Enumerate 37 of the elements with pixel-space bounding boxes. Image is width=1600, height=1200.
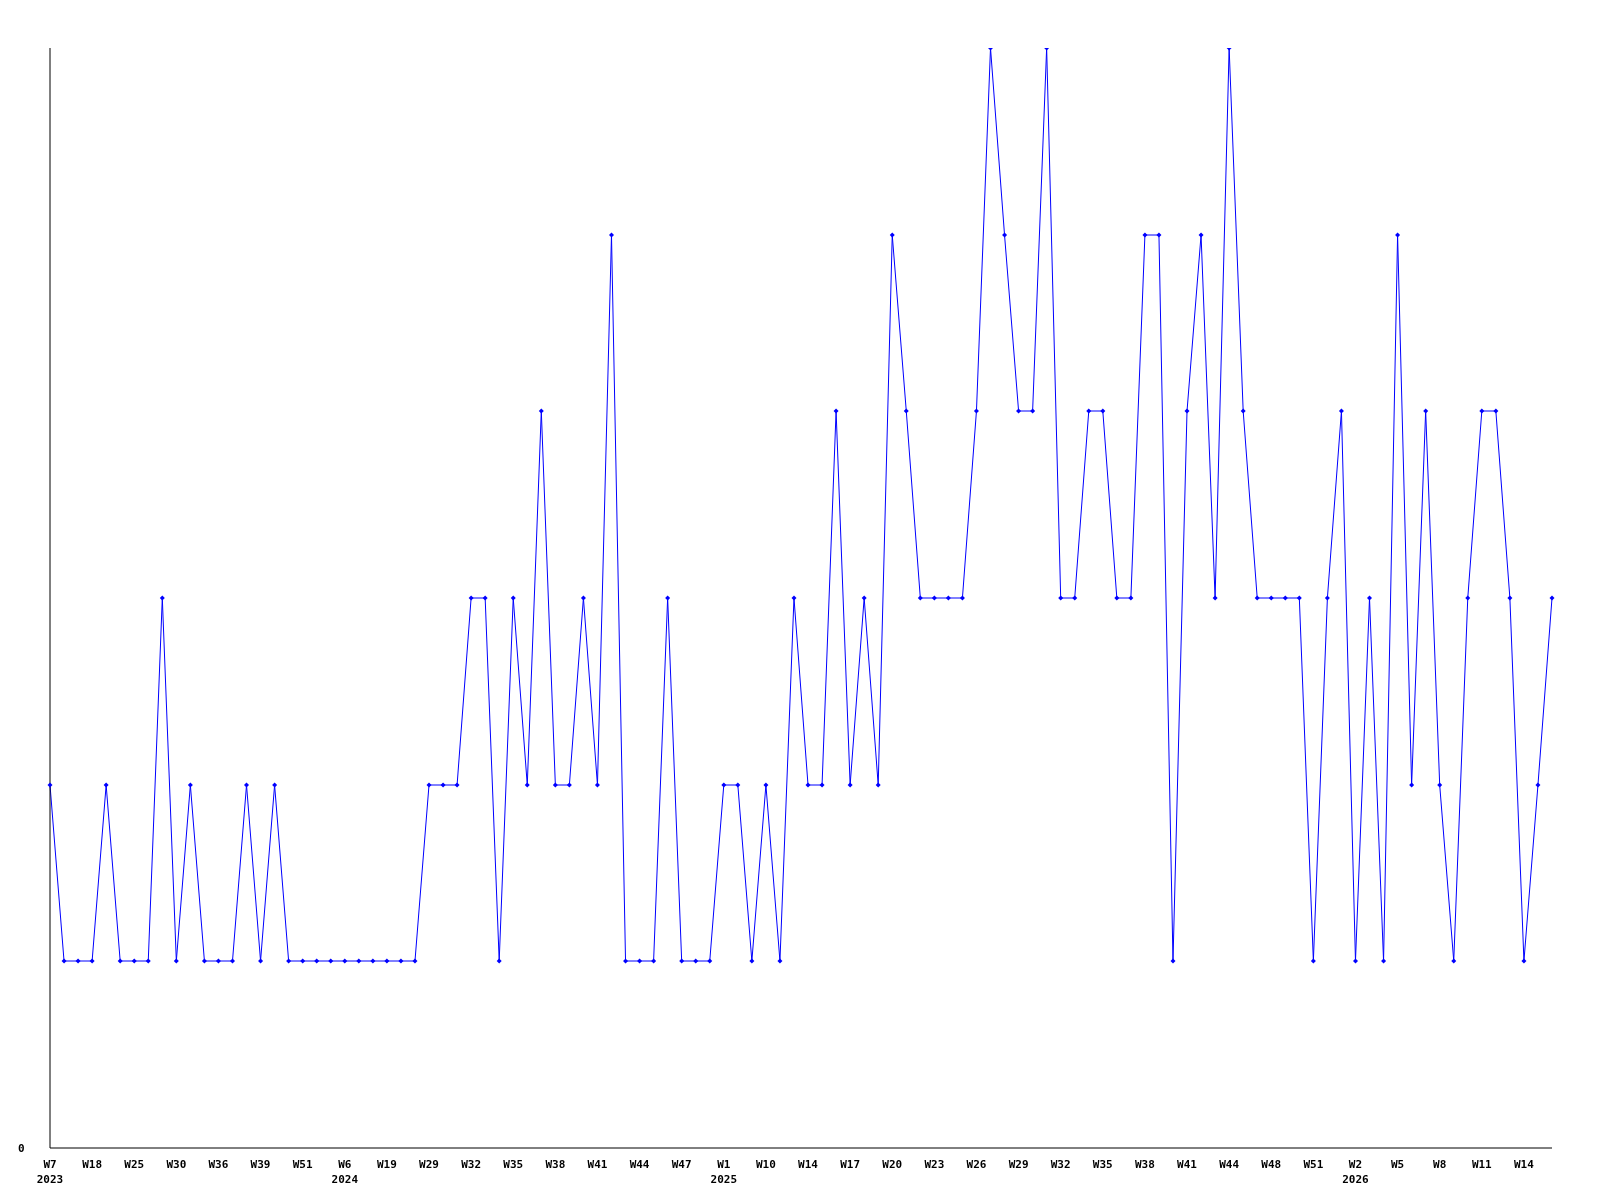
x-tick-label: W32 (461, 1158, 482, 1171)
x-tick-label: W44 (629, 1158, 650, 1171)
x-tick-label: W1 2025 (710, 1158, 738, 1186)
x-tick-label: W51 (292, 1158, 313, 1171)
x-tick-label: W6 2024 (331, 1158, 359, 1186)
x-tick-label: W35 (503, 1158, 524, 1171)
x-tick-label: W30 (166, 1158, 187, 1171)
x-tick-label: W19 (376, 1158, 397, 1171)
x-tick-label: W44 (1219, 1158, 1240, 1171)
x-tick-label: W51 (1303, 1158, 1324, 1171)
x-tick-label: W32 (1050, 1158, 1071, 1171)
x-tick-label: W23 (924, 1158, 945, 1171)
text: 0 (18, 1142, 25, 1155)
x-tick-label: W8 (1433, 1158, 1447, 1171)
x-tick-label: W29 (1008, 1158, 1029, 1171)
x-tick-label: W11 (1471, 1158, 1493, 1171)
x-tick-label: W29 (419, 1158, 439, 1171)
x-tick-label: W41 (587, 1158, 608, 1171)
x-tick-label: W5 (1390, 1158, 1405, 1171)
x-tick-label: W14 (798, 1158, 819, 1171)
x-tick-label: W47 (671, 1158, 692, 1171)
x-tick-label: W17 (840, 1158, 861, 1171)
x-tick-label: W20 (882, 1158, 903, 1171)
x-tick-label: W25 (124, 1158, 145, 1171)
x-tick-label: W18 (82, 1158, 103, 1171)
x-tick-label: W10 (755, 1158, 776, 1171)
x-tick-label: W38 (545, 1158, 566, 1171)
x-tick-label: W41 (1177, 1158, 1198, 1171)
x-tick-label: W38 (1134, 1158, 1155, 1171)
x-tick-label: W2 2026 (1342, 1158, 1370, 1186)
x-tick-label: W39 (250, 1158, 271, 1171)
x-tick-label: W36 (208, 1158, 229, 1171)
x-tick-label: W26 (966, 1158, 987, 1171)
x-tick-label: W35 (1092, 1158, 1113, 1171)
x-tick-label: W48 (1261, 1158, 1282, 1171)
x-tick-label: W14 (1513, 1158, 1535, 1171)
x-tick-label: W7 2023 (36, 1158, 64, 1186)
